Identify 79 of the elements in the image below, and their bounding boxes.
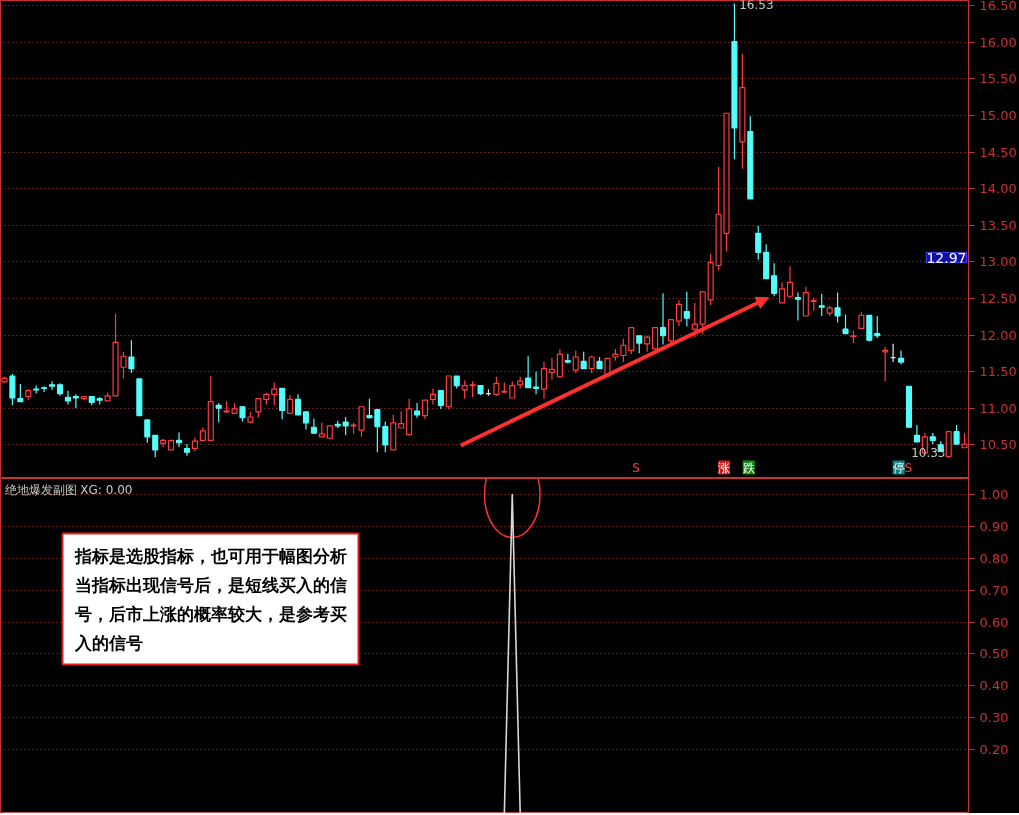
candlestick (41, 385, 48, 393)
y-tick-label: 0.30 (979, 710, 1009, 726)
candlestick (667, 319, 675, 346)
candlestick (215, 402, 222, 423)
candlestick (628, 327, 635, 355)
candlestick (152, 434, 159, 458)
candlestick (279, 387, 286, 420)
y-tick-label: 15.00 (979, 107, 1017, 123)
candlestick (533, 371, 540, 395)
y-tick-label: 15.50 (979, 71, 1017, 87)
y-tick-label: 14.50 (979, 144, 1017, 160)
annotation: 跌 (742, 460, 755, 475)
candlestick (9, 373, 16, 406)
y-tick-label: 0.90 (979, 518, 1009, 534)
candlestick (287, 394, 294, 414)
annotation: S (904, 460, 913, 475)
candlestick (548, 357, 555, 381)
y-tick-label: 11.00 (979, 400, 1017, 416)
candlestick (683, 291, 690, 327)
y-tick-label: 13.00 (979, 254, 1017, 270)
candlestick (691, 302, 698, 338)
annotation: 12.97 (926, 249, 967, 266)
candlestick (382, 420, 389, 453)
candlestick (175, 431, 183, 448)
candlestick (429, 387, 436, 406)
annotation: 指标是选股指标，也可用于幅图分析当指标出现信号后，是短线买入的信号，后市上涨的概率较大，是参考买入的信号 (73, 545, 347, 653)
candlestick (72, 393, 79, 409)
y-tick-label: 11.50 (979, 364, 1017, 380)
y-tick-label: 12.50 (979, 290, 1017, 306)
candlestick (525, 355, 532, 389)
candlestick (802, 286, 809, 317)
candlestick (437, 390, 444, 410)
candlestick (183, 443, 191, 457)
chart-title: 绝地爆发副图 XG: 0.00 (4, 482, 133, 497)
candlestick (771, 262, 778, 297)
candlestick (64, 390, 71, 406)
y-tick-label: 0.70 (979, 582, 1009, 598)
y-tick-label: 0.40 (979, 678, 1009, 694)
candlestick (842, 313, 849, 335)
y-tick-label: 13.50 (979, 217, 1017, 233)
y-tick-label: 16.50 (979, 0, 1017, 14)
candlestick (310, 417, 317, 435)
candlestick (128, 339, 135, 374)
annotation: 停 (892, 460, 905, 475)
candlestick (953, 424, 960, 445)
candlestick (818, 293, 825, 317)
y-tick-label: 1.00 (979, 486, 1009, 502)
candlestick (421, 399, 429, 420)
candlestick (834, 291, 841, 324)
annotation: 涨 (718, 460, 731, 475)
y-tick-label: 0.20 (979, 742, 1009, 758)
annotation: 10.33 (911, 445, 946, 460)
y-tick-label: 0.80 (979, 550, 1009, 566)
candlestick (659, 292, 667, 346)
y-tick-label: 14.00 (979, 181, 1017, 197)
candlestick (556, 348, 563, 379)
y-tick-label: 12.00 (979, 327, 1017, 343)
candlestick (294, 393, 302, 416)
y-tick-label: 0.50 (979, 646, 1009, 662)
candlestick (874, 315, 881, 339)
candlestick (913, 424, 920, 443)
candlestick (794, 291, 801, 321)
candlestick (49, 380, 56, 391)
candlestick (144, 419, 151, 444)
annotation: S (632, 460, 640, 475)
candlestick (755, 225, 762, 261)
y-tick-label: 0.60 (979, 614, 1009, 630)
candlestick (255, 398, 262, 419)
candlestick (342, 416, 349, 436)
candlestick (540, 360, 548, 400)
candlestick (778, 281, 786, 304)
candlestick (786, 265, 794, 299)
candlestick (675, 299, 682, 327)
candlestick (271, 382, 278, 406)
y-tick-label: 10.50 (979, 437, 1017, 453)
y-tick-label: 16.00 (979, 34, 1017, 50)
candlestick (898, 349, 905, 365)
candlestick (882, 346, 889, 382)
candlestick (572, 349, 579, 374)
